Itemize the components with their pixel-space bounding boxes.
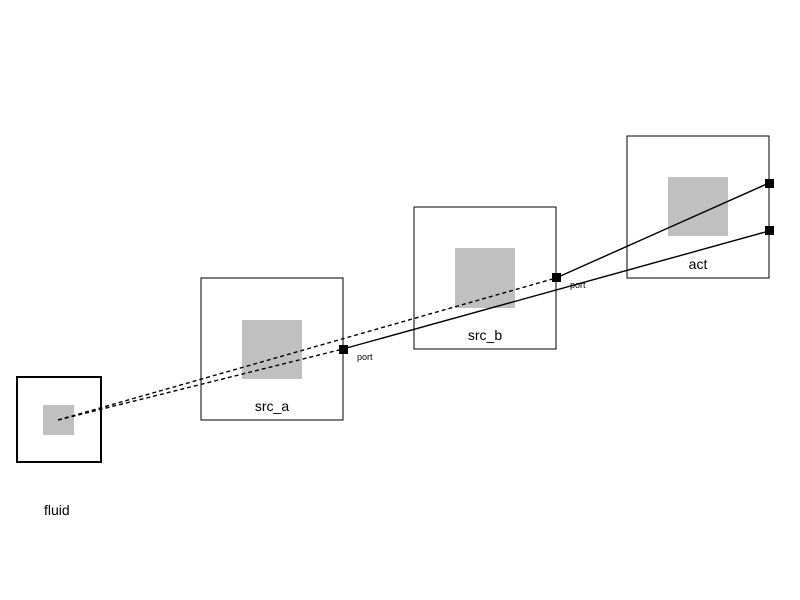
- block-src-b-icon: [455, 248, 515, 308]
- port-act-lower[interactable]: [765, 226, 774, 235]
- block-act-label: act: [689, 256, 708, 272]
- block-fluid[interactable]: [16, 376, 102, 463]
- block-src-a-label: src_a: [255, 398, 289, 414]
- block-fluid-label: fluid: [44, 502, 70, 518]
- connection-src-a-act[interactable]: [342, 230, 770, 350]
- port-src-b-label: port: [570, 280, 586, 290]
- connection-fluid-src-b[interactable]: [57, 277, 557, 421]
- block-src-a[interactable]: src_a: [200, 277, 344, 421]
- block-act[interactable]: act: [626, 135, 770, 279]
- block-src-b-label: src_b: [468, 327, 502, 343]
- port-src-b[interactable]: [552, 273, 561, 282]
- block-src-b[interactable]: src_b: [413, 206, 557, 350]
- connection-src-b-act[interactable]: [555, 182, 770, 279]
- port-src-a-label: port: [357, 352, 373, 362]
- port-src-a[interactable]: [339, 345, 348, 354]
- block-act-icon: [668, 177, 728, 236]
- block-src-a-icon: [242, 320, 302, 379]
- port-act-upper[interactable]: [765, 179, 774, 188]
